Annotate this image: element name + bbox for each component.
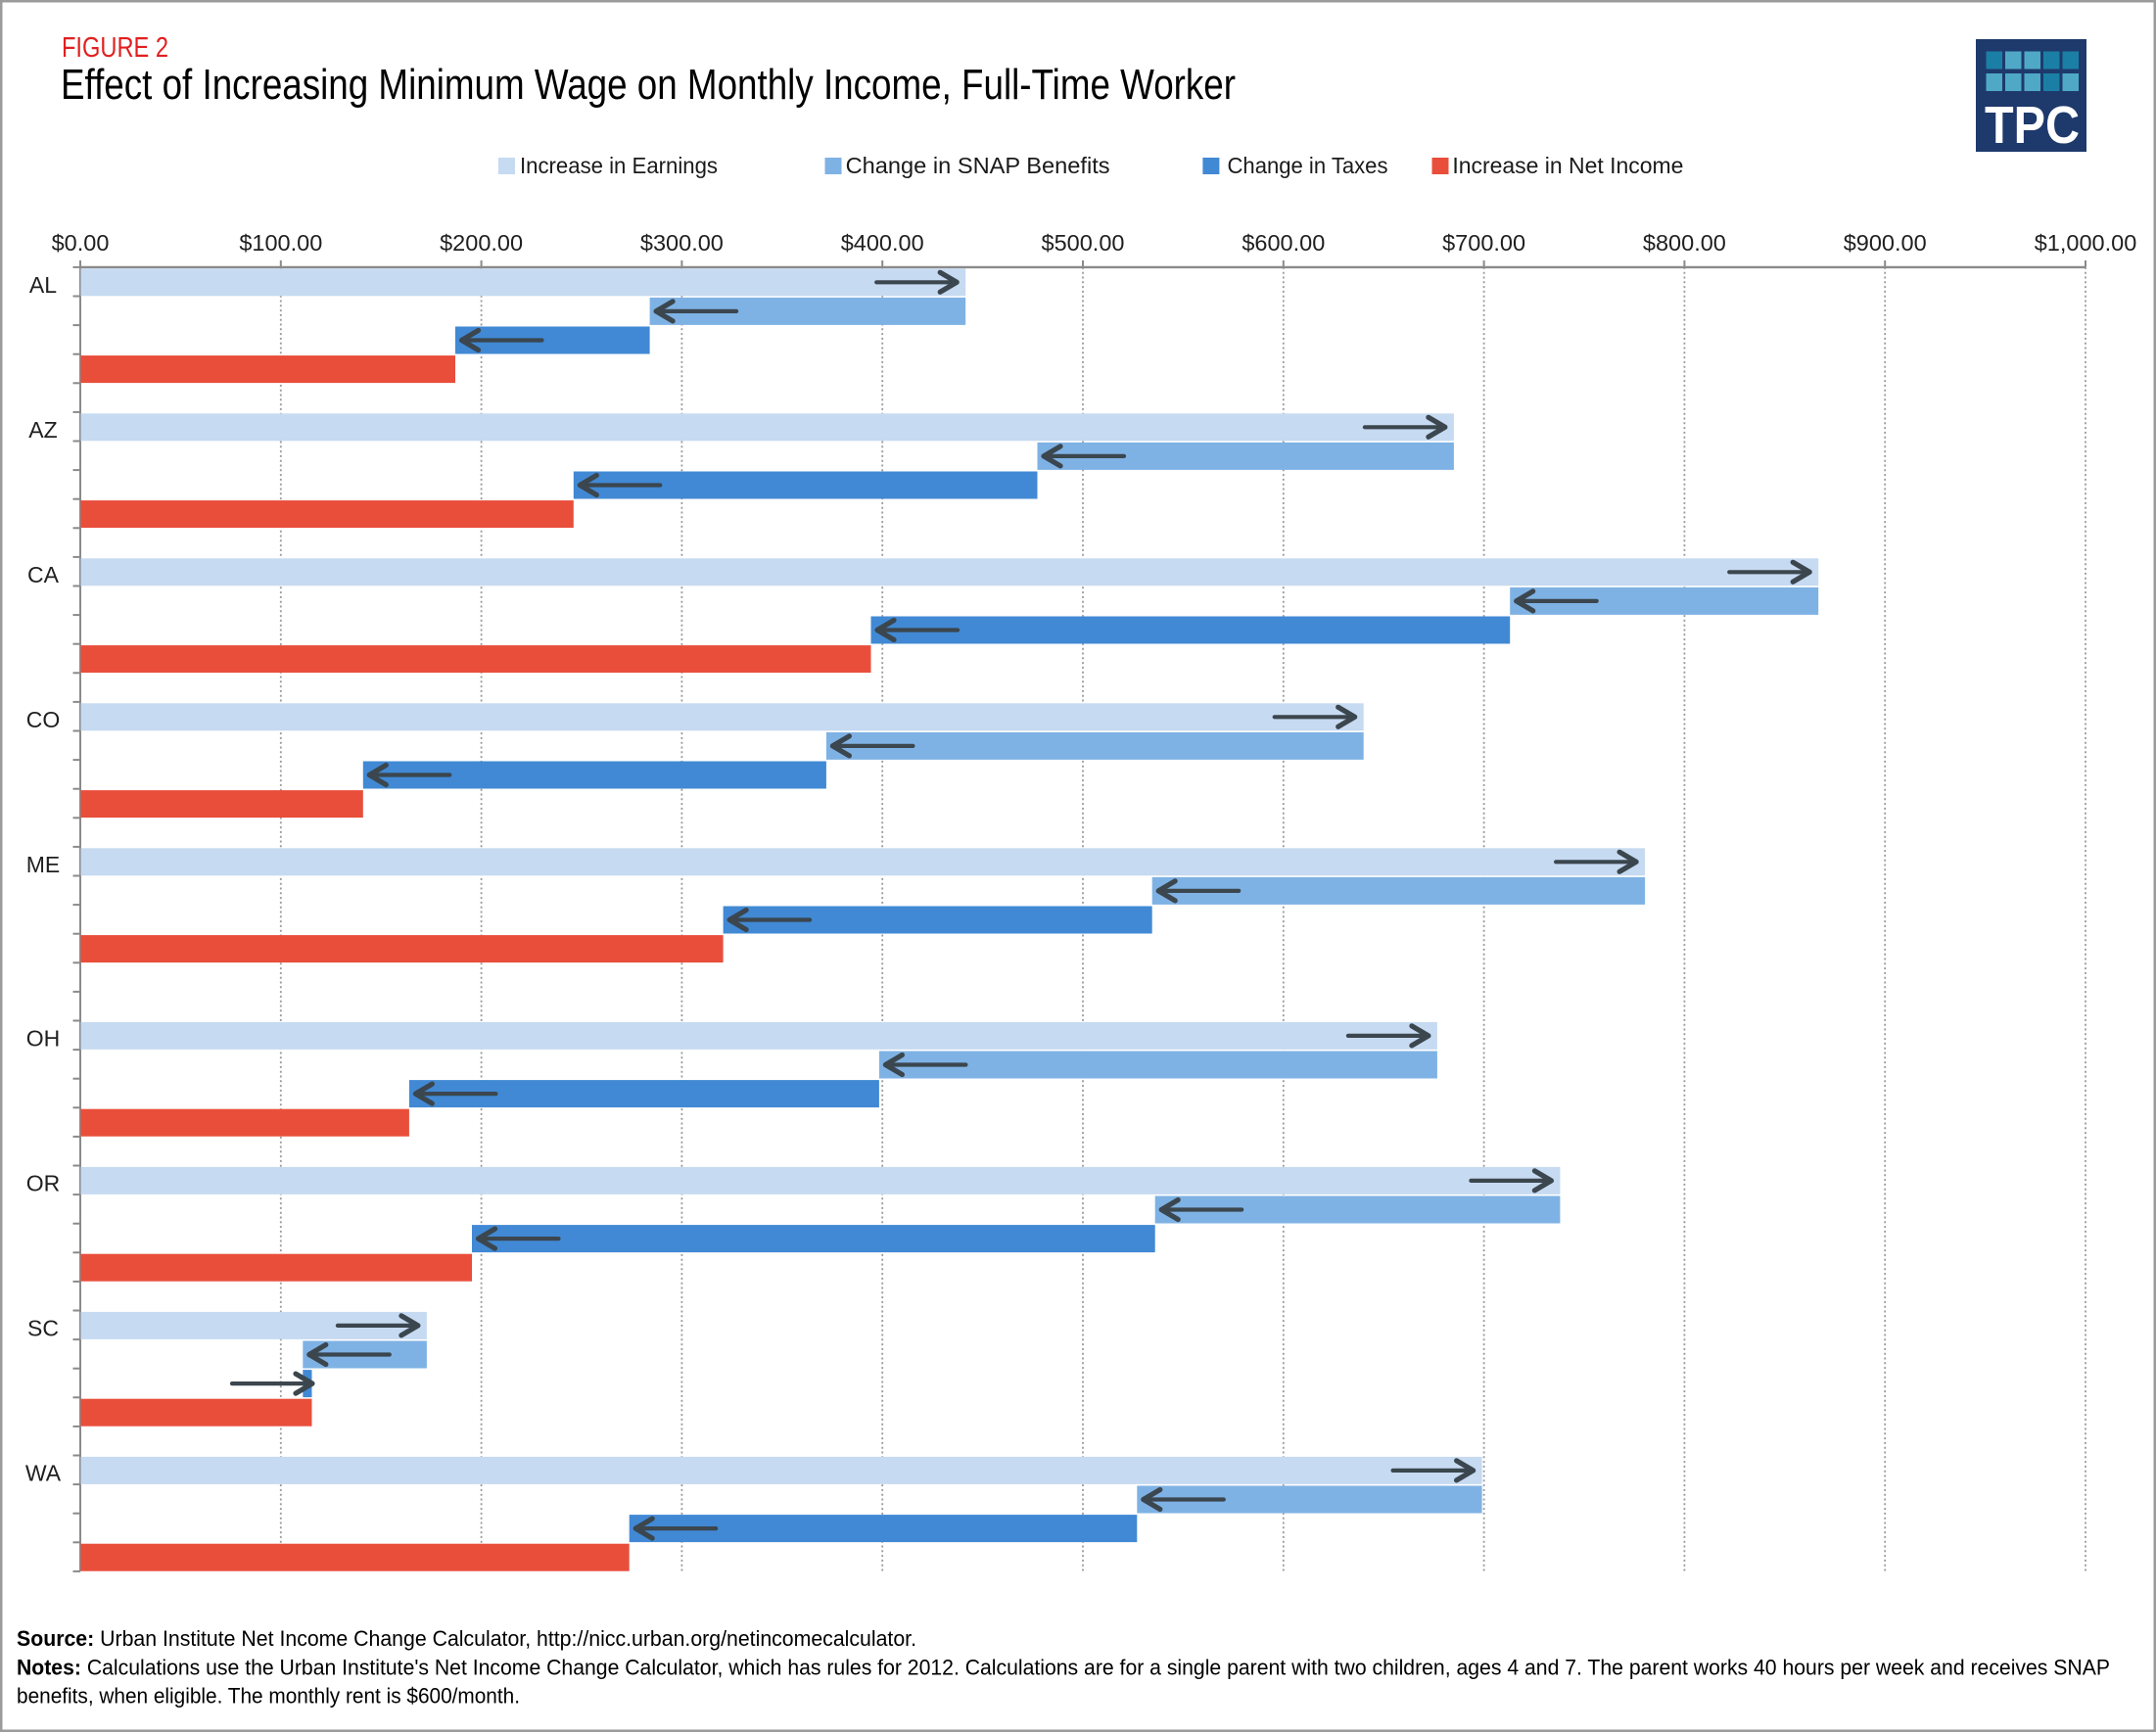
svg-text:$100.00: $100.00 — [239, 230, 322, 256]
svg-text:$200.00: $200.00 — [440, 230, 523, 256]
svg-text:$300.00: $300.00 — [640, 230, 724, 256]
svg-text:AL: AL — [29, 272, 57, 298]
svg-text:CA: CA — [27, 562, 60, 587]
svg-text:$1,000.00: $1,000.00 — [2035, 230, 2137, 256]
svg-text:$0.00: $0.00 — [52, 230, 110, 256]
svg-text:CO: CO — [26, 707, 61, 732]
svg-text:Notes: Calculations use the Ur: Notes: Calculations use the Urban Instit… — [17, 1656, 2110, 1680]
svg-text:ME: ME — [26, 852, 61, 877]
svg-text:Change in SNAP Benefits: Change in SNAP Benefits — [846, 153, 1110, 178]
svg-text:Source: Urban Institute Net In: Source: Urban Institute Net Income Chang… — [17, 1626, 916, 1651]
svg-text:OR: OR — [26, 1170, 61, 1195]
svg-text:Increase in Earnings: Increase in Earnings — [520, 153, 718, 178]
svg-text:TPC: TPC — [1985, 96, 2080, 155]
svg-text:OH: OH — [26, 1025, 61, 1051]
svg-text:$900.00: $900.00 — [1844, 230, 1927, 256]
svg-text:$600.00: $600.00 — [1242, 230, 1325, 256]
svg-text:WA: WA — [25, 1460, 62, 1485]
svg-text:SC: SC — [27, 1315, 59, 1340]
svg-text:FIGURE 2: FIGURE 2 — [62, 32, 168, 64]
svg-text:$800.00: $800.00 — [1643, 230, 1726, 256]
svg-text:Effect of Increasing Minimum W: Effect of Increasing Minimum Wage on Mon… — [61, 61, 1236, 109]
svg-text:Increase in Net Income: Increase in Net Income — [1452, 153, 1683, 178]
svg-text:AZ: AZ — [28, 417, 57, 443]
svg-text:benefits, when eligible. The m: benefits, when eligible. The monthly ren… — [17, 1684, 520, 1709]
svg-text:$400.00: $400.00 — [841, 230, 924, 256]
svg-text:$500.00: $500.00 — [1042, 230, 1125, 256]
svg-text:$700.00: $700.00 — [1442, 230, 1525, 256]
svg-text:Change in Taxes: Change in Taxes — [1228, 153, 1388, 178]
